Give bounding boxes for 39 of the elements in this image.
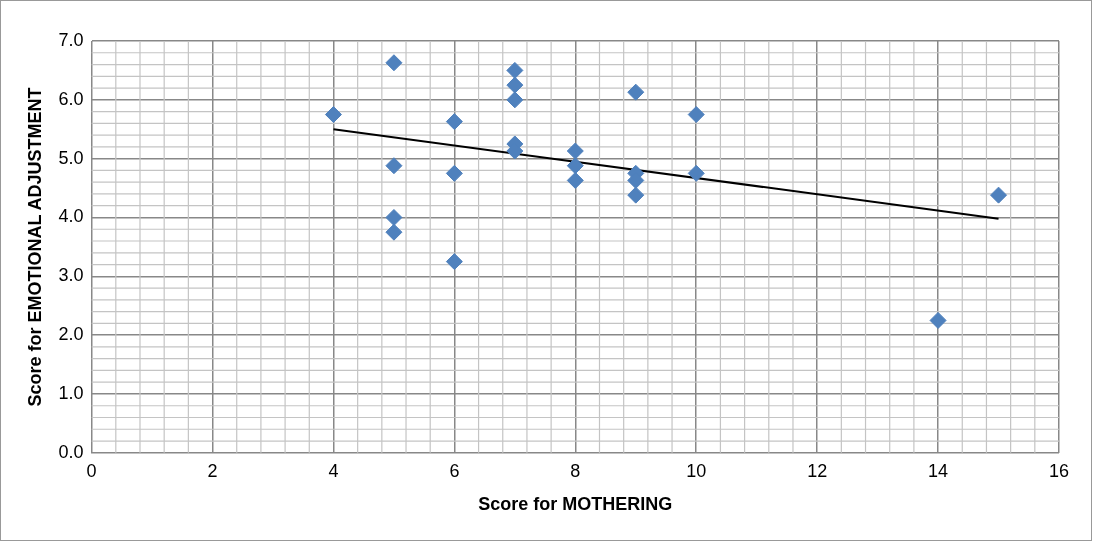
x-tick-label: 2	[207, 460, 218, 481]
point	[506, 76, 524, 94]
x-tick-label: 4	[328, 460, 339, 481]
point	[506, 91, 524, 109]
y-tick-label: 4.0	[58, 206, 84, 227]
point	[687, 106, 705, 124]
point	[445, 253, 463, 271]
point	[385, 208, 403, 226]
x-tick-label: 10	[686, 460, 707, 481]
y-tick-label: 2.0	[58, 324, 84, 345]
y-tick-label: 5.0	[58, 147, 84, 168]
point	[566, 157, 584, 175]
x-tick-label: 8	[570, 460, 581, 481]
y-axis-title: Score for EMOTIONAL ADJUSTMENT	[24, 87, 45, 407]
point	[687, 164, 705, 182]
x-tick-label: 12	[807, 460, 828, 481]
x-tick-label: 16	[1048, 460, 1070, 481]
point	[929, 311, 947, 329]
y-tick-label: 7.0	[58, 29, 84, 50]
point	[385, 157, 403, 175]
point	[506, 61, 524, 79]
point	[990, 186, 1008, 204]
x-axis-title: Score for MOTHERING	[478, 494, 673, 515]
point	[566, 171, 584, 189]
x-tick-label: 0	[86, 460, 97, 481]
point	[627, 186, 645, 204]
point	[445, 113, 463, 131]
point	[324, 106, 342, 124]
point	[385, 223, 403, 241]
y-tick-label: 3.0	[58, 265, 84, 286]
y-tick-label: 0.0	[58, 441, 84, 462]
x-tick-label: 14	[928, 460, 949, 481]
y-tick-label: 6.0	[58, 88, 84, 109]
point	[445, 164, 463, 182]
y-tick-label: 1.0	[58, 382, 84, 403]
point	[627, 83, 645, 101]
point	[566, 142, 584, 160]
x-tick-label: 6	[449, 460, 460, 481]
point	[385, 54, 403, 72]
